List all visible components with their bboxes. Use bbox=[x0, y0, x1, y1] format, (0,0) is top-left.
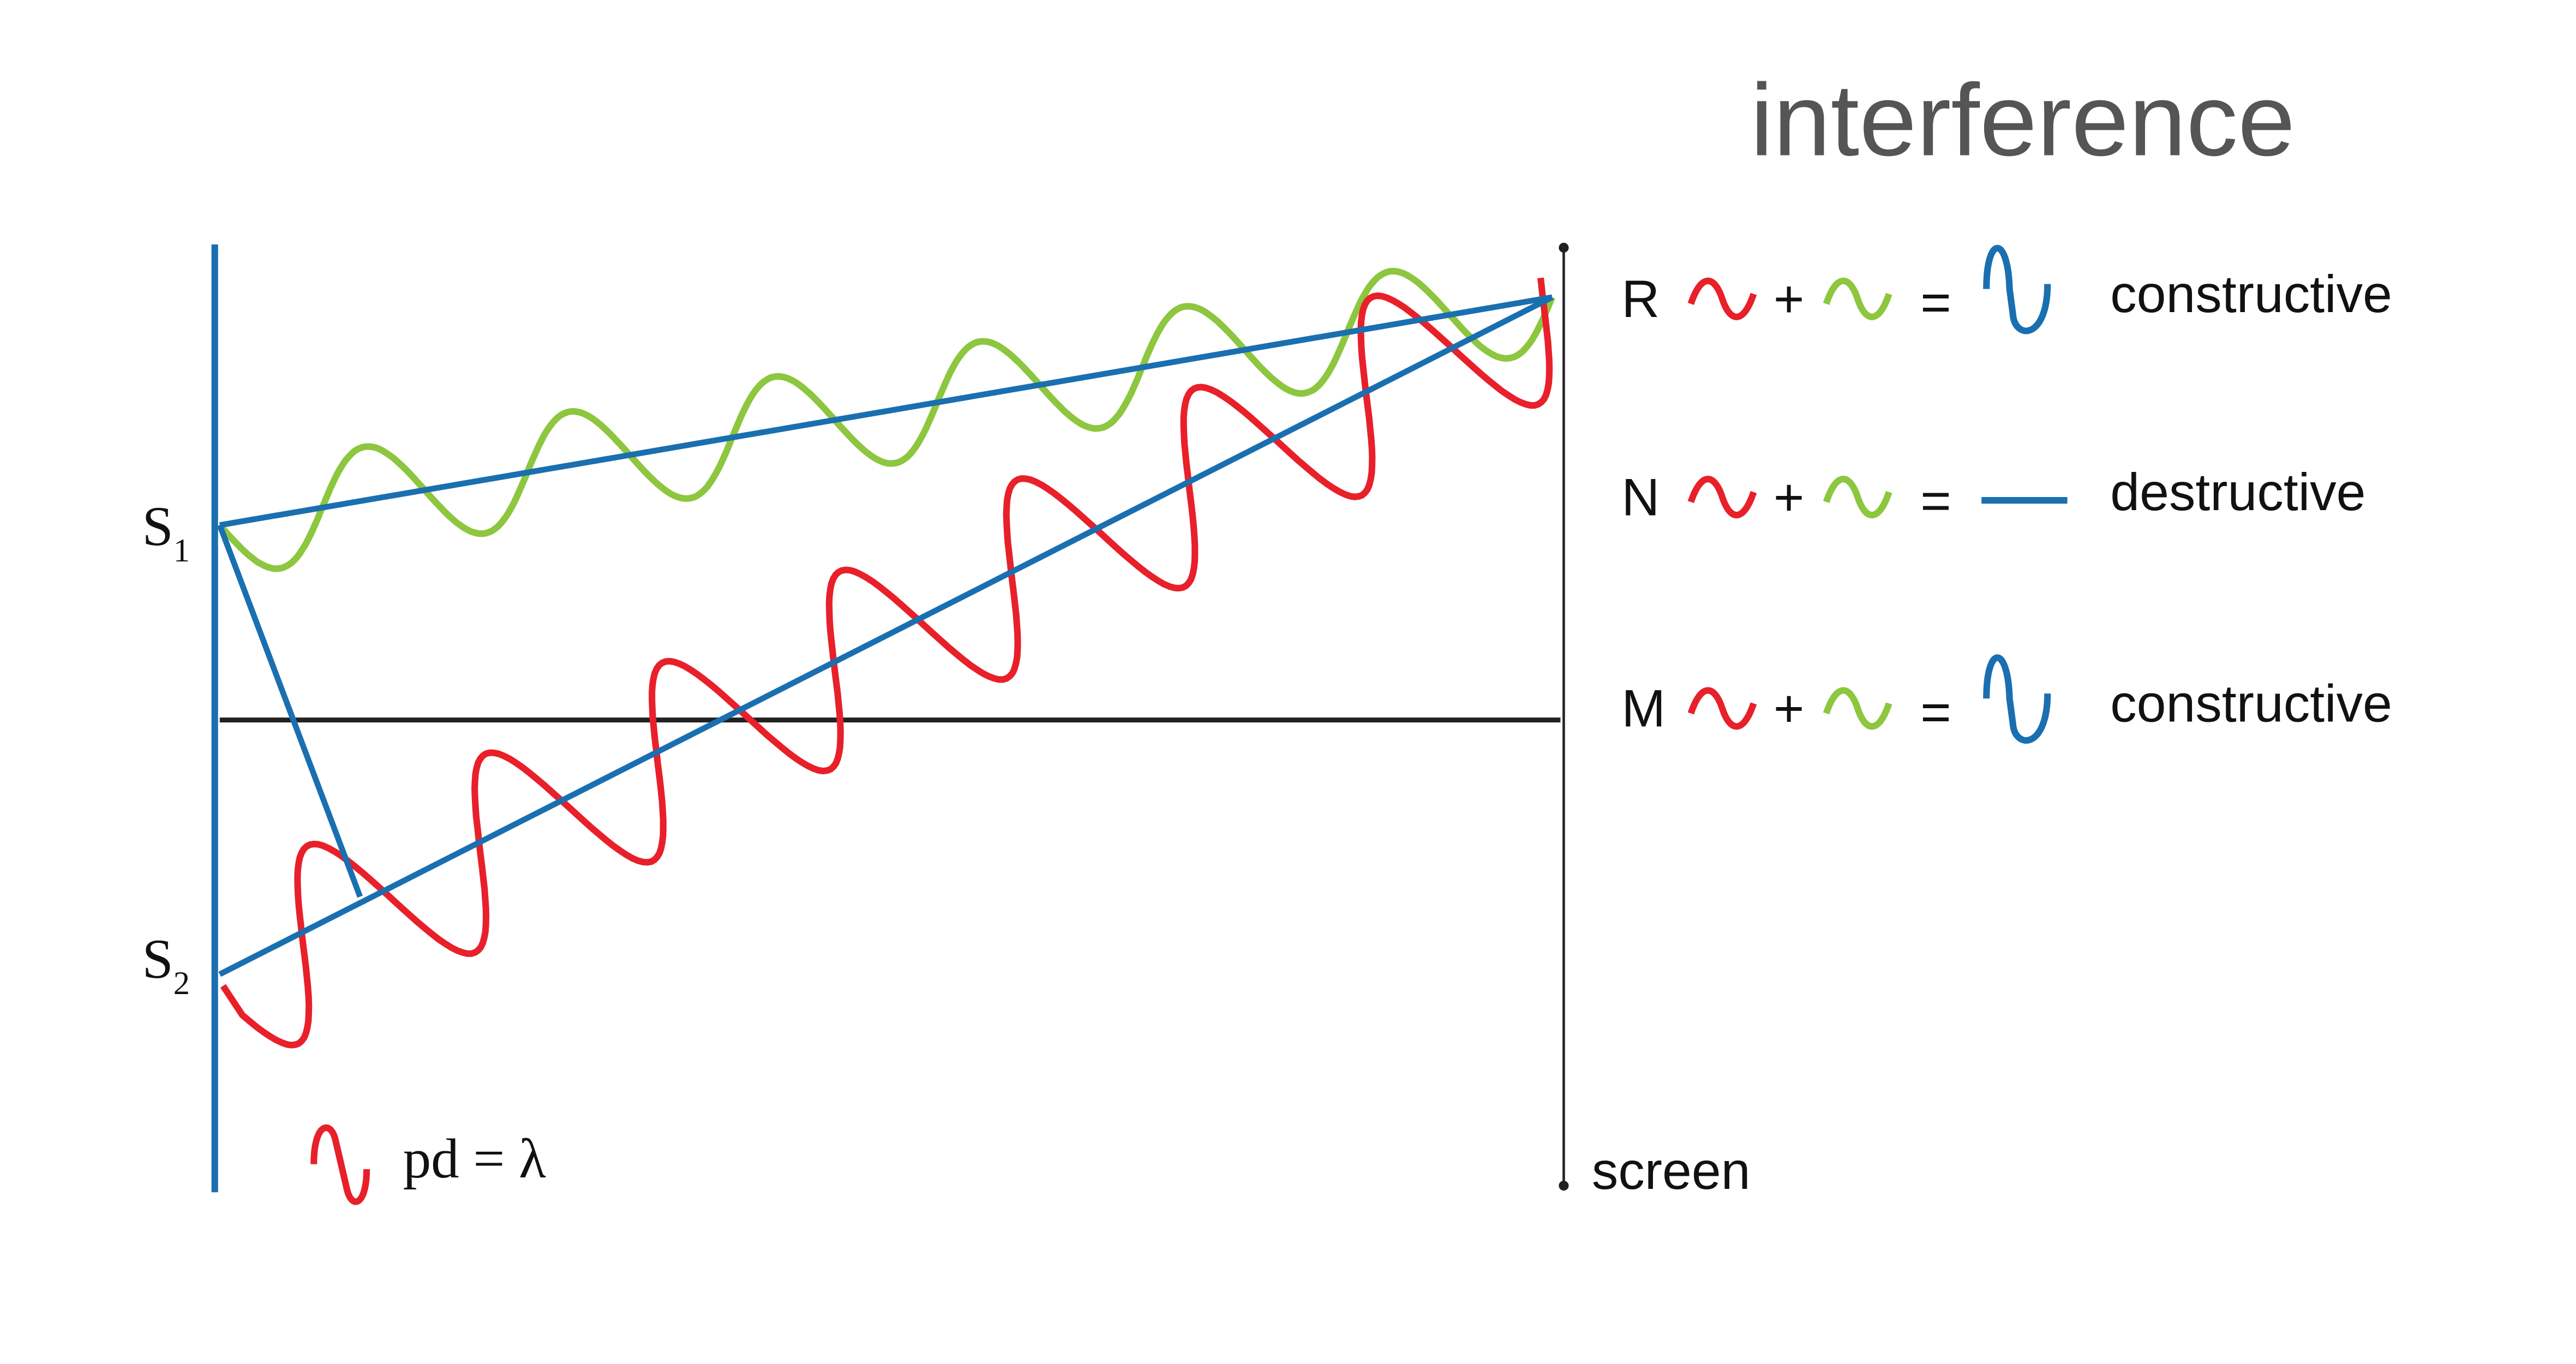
red-small-wave bbox=[1687, 476, 1757, 518]
result-text: constructive bbox=[2110, 264, 2392, 324]
legend-text: pd = λ bbox=[403, 1128, 546, 1190]
path-line bbox=[219, 294, 1553, 528]
screen-label: screen bbox=[1592, 1141, 1751, 1200]
equals: = bbox=[1920, 470, 1951, 530]
result-wave bbox=[1983, 244, 2051, 334]
row-label: M bbox=[1621, 679, 1666, 738]
path-line bbox=[218, 295, 1554, 977]
red-small-wave bbox=[1687, 277, 1757, 320]
row-label: N bbox=[1621, 467, 1660, 527]
legend-wave bbox=[310, 1124, 370, 1205]
green-small-wave bbox=[1823, 476, 1892, 518]
green-small-wave bbox=[1823, 277, 1892, 320]
row-label: R bbox=[1621, 269, 1660, 328]
result-text: constructive bbox=[2110, 674, 2392, 733]
source-letter: S bbox=[142, 495, 173, 558]
source-subscript: 2 bbox=[173, 965, 190, 1002]
red-wave bbox=[220, 277, 1553, 1049]
plus: + bbox=[1774, 467, 1805, 527]
plus: + bbox=[1774, 679, 1805, 738]
green-wave bbox=[217, 267, 1555, 572]
green-small-wave bbox=[1823, 687, 1892, 730]
screen-dot bbox=[1559, 242, 1569, 253]
source-letter: S bbox=[142, 928, 173, 990]
title: interference bbox=[1750, 63, 2295, 177]
source-subscript: 1 bbox=[173, 533, 190, 569]
equals: = bbox=[1920, 272, 1951, 332]
screen-dot bbox=[1559, 1181, 1569, 1191]
result-text: destructive bbox=[2110, 462, 2365, 522]
equals: = bbox=[1920, 682, 1951, 741]
path-line bbox=[217, 524, 363, 898]
source-label: S2 bbox=[142, 928, 190, 1002]
waves bbox=[217, 267, 1555, 1049]
plus: + bbox=[1774, 269, 1805, 328]
rows: R + = constructive N + = destructive M + = construc… bbox=[1621, 244, 2392, 744]
red-small-wave bbox=[1687, 687, 1757, 730]
result-wave bbox=[1983, 654, 2051, 744]
source-label: S1 bbox=[142, 495, 190, 569]
